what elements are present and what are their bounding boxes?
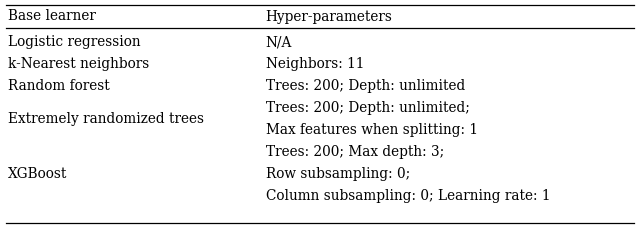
Text: Trees: 200; Depth: unlimited: Trees: 200; Depth: unlimited	[266, 79, 465, 93]
Text: Trees: 200; Max depth: 3;: Trees: 200; Max depth: 3;	[266, 145, 444, 159]
Text: Random forest: Random forest	[8, 79, 109, 93]
Text: Base learner: Base learner	[8, 9, 95, 24]
Text: Trees: 200; Depth: unlimited;: Trees: 200; Depth: unlimited;	[266, 101, 470, 115]
Text: Extremely randomized trees: Extremely randomized trees	[8, 112, 204, 126]
Text: Neighbors: 11: Neighbors: 11	[266, 57, 364, 71]
Text: XGBoost: XGBoost	[8, 167, 67, 181]
Text: N/A: N/A	[266, 35, 292, 49]
Text: Column subsampling: 0; Learning rate: 1: Column subsampling: 0; Learning rate: 1	[266, 189, 550, 203]
Text: Logistic regression: Logistic regression	[8, 35, 140, 49]
Text: Row subsampling: 0;: Row subsampling: 0;	[266, 167, 410, 181]
Text: Max features when splitting: 1: Max features when splitting: 1	[266, 123, 477, 137]
Text: k-Nearest neighbors: k-Nearest neighbors	[8, 57, 149, 71]
Text: Hyper-parameters: Hyper-parameters	[266, 9, 392, 24]
